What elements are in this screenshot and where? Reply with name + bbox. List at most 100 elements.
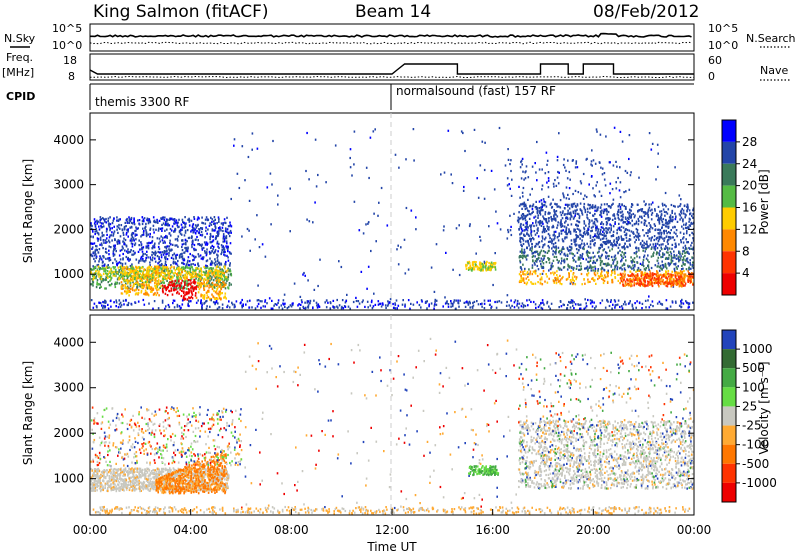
scatter-cell <box>95 270 97 273</box>
scatter-cell <box>553 280 556 283</box>
scatter-cell <box>526 299 528 302</box>
scatter-cell <box>138 244 140 247</box>
scatter-cell <box>513 301 516 304</box>
scatter-cell <box>641 208 644 211</box>
scatter-cell <box>119 249 122 252</box>
scatter-cell <box>208 267 210 271</box>
scatter-cell <box>344 301 347 304</box>
scatter-cell <box>560 219 562 222</box>
scatter-cell <box>191 242 194 245</box>
scatter-cell <box>519 279 521 282</box>
scatter-cell <box>646 212 649 215</box>
scatter-cell <box>104 300 107 303</box>
scatter-cell <box>495 306 498 309</box>
scatter-cell <box>144 291 147 295</box>
scatter-cell <box>530 232 532 235</box>
scatter-cell <box>194 238 197 241</box>
scatter-cell <box>644 219 647 222</box>
scatter-cell <box>667 238 670 241</box>
scatter-cell <box>607 271 609 274</box>
scatter-cell <box>212 239 215 242</box>
scatter-cell <box>548 220 550 223</box>
scatter-cell <box>682 256 685 259</box>
scatter-cell <box>554 234 556 237</box>
scatter-cell <box>651 300 654 303</box>
scatter-cell <box>280 304 283 307</box>
scatter-cell <box>589 243 592 246</box>
scatter-cell <box>110 246 112 249</box>
scatter-cell <box>205 272 207 275</box>
scatter-cell <box>659 218 661 221</box>
scatter-cell <box>173 274 176 277</box>
scatter-cell <box>655 238 658 241</box>
scatter-cell <box>96 281 98 284</box>
scatter-cell <box>225 297 227 300</box>
scatter-cell <box>526 213 529 216</box>
scatter-cell <box>525 205 527 208</box>
scatter-cell <box>466 300 468 303</box>
scatter-cell <box>112 254 115 257</box>
scatter-cell <box>141 274 143 277</box>
scatter-cell <box>631 279 633 282</box>
scatter-cell <box>209 236 211 239</box>
scatter-cell <box>692 209 694 212</box>
scatter-cell <box>601 245 603 248</box>
scatter-cell <box>665 229 667 232</box>
scatter-cell <box>669 218 672 221</box>
scatter-cell <box>676 220 679 223</box>
scatter-cell <box>160 262 163 266</box>
scatter-cell <box>128 287 130 290</box>
scatter-cell <box>409 307 411 310</box>
scatter-cell <box>527 209 529 212</box>
scatter-cell <box>293 282 296 285</box>
scatter-cell <box>591 229 593 232</box>
scatter-cell <box>526 207 528 210</box>
scatter-cell <box>152 224 155 227</box>
scatter-cell <box>642 229 644 232</box>
scatter-cell <box>608 304 611 308</box>
scatter-cell <box>682 246 685 249</box>
scatter-cell <box>607 246 610 249</box>
scatter-cell <box>584 298 586 301</box>
scatter-cell <box>162 253 165 256</box>
scatter-cell <box>218 218 220 221</box>
scatter-cell <box>160 271 163 274</box>
scatter-cell <box>519 203 522 206</box>
scatter-cell <box>685 223 687 226</box>
scatter-cell <box>111 222 114 225</box>
scatter-cell <box>613 244 615 247</box>
scatter-cell <box>121 292 124 295</box>
scatter-cell <box>599 302 602 305</box>
scatter-cell <box>576 203 579 206</box>
scatter-cell <box>542 262 545 265</box>
scatter-cell <box>602 223 605 226</box>
scatter-cell <box>606 231 608 235</box>
scatter-cell <box>643 200 645 203</box>
scatter-cell <box>619 211 622 214</box>
scatter-cell <box>556 258 558 261</box>
scatter-cell <box>264 255 267 258</box>
scatter-cell <box>369 136 372 139</box>
scatter-cell <box>158 219 161 222</box>
scatter-cell <box>113 225 115 228</box>
scatter-cell <box>153 270 155 273</box>
scatter-cell <box>627 266 630 269</box>
scatter-cell <box>134 289 137 292</box>
scatter-cell <box>160 256 163 259</box>
scatter-cell <box>159 286 161 289</box>
scatter-cell <box>224 250 226 254</box>
scatter-cell <box>256 299 259 302</box>
scatter-cell <box>204 236 206 239</box>
nave-tick-bottom: 0 <box>708 70 715 83</box>
scatter-cell <box>651 211 654 214</box>
scatter-cell <box>624 269 627 272</box>
scatter-cell <box>647 216 650 219</box>
scatter-cell <box>206 305 208 308</box>
scatter-cell <box>300 299 303 302</box>
scatter-cell <box>349 166 352 169</box>
scatter-cell <box>216 288 218 291</box>
scatter-cell <box>528 212 531 216</box>
scatter-cell <box>574 275 576 278</box>
scatter-cell <box>661 255 664 258</box>
scatter-cell <box>183 257 185 260</box>
